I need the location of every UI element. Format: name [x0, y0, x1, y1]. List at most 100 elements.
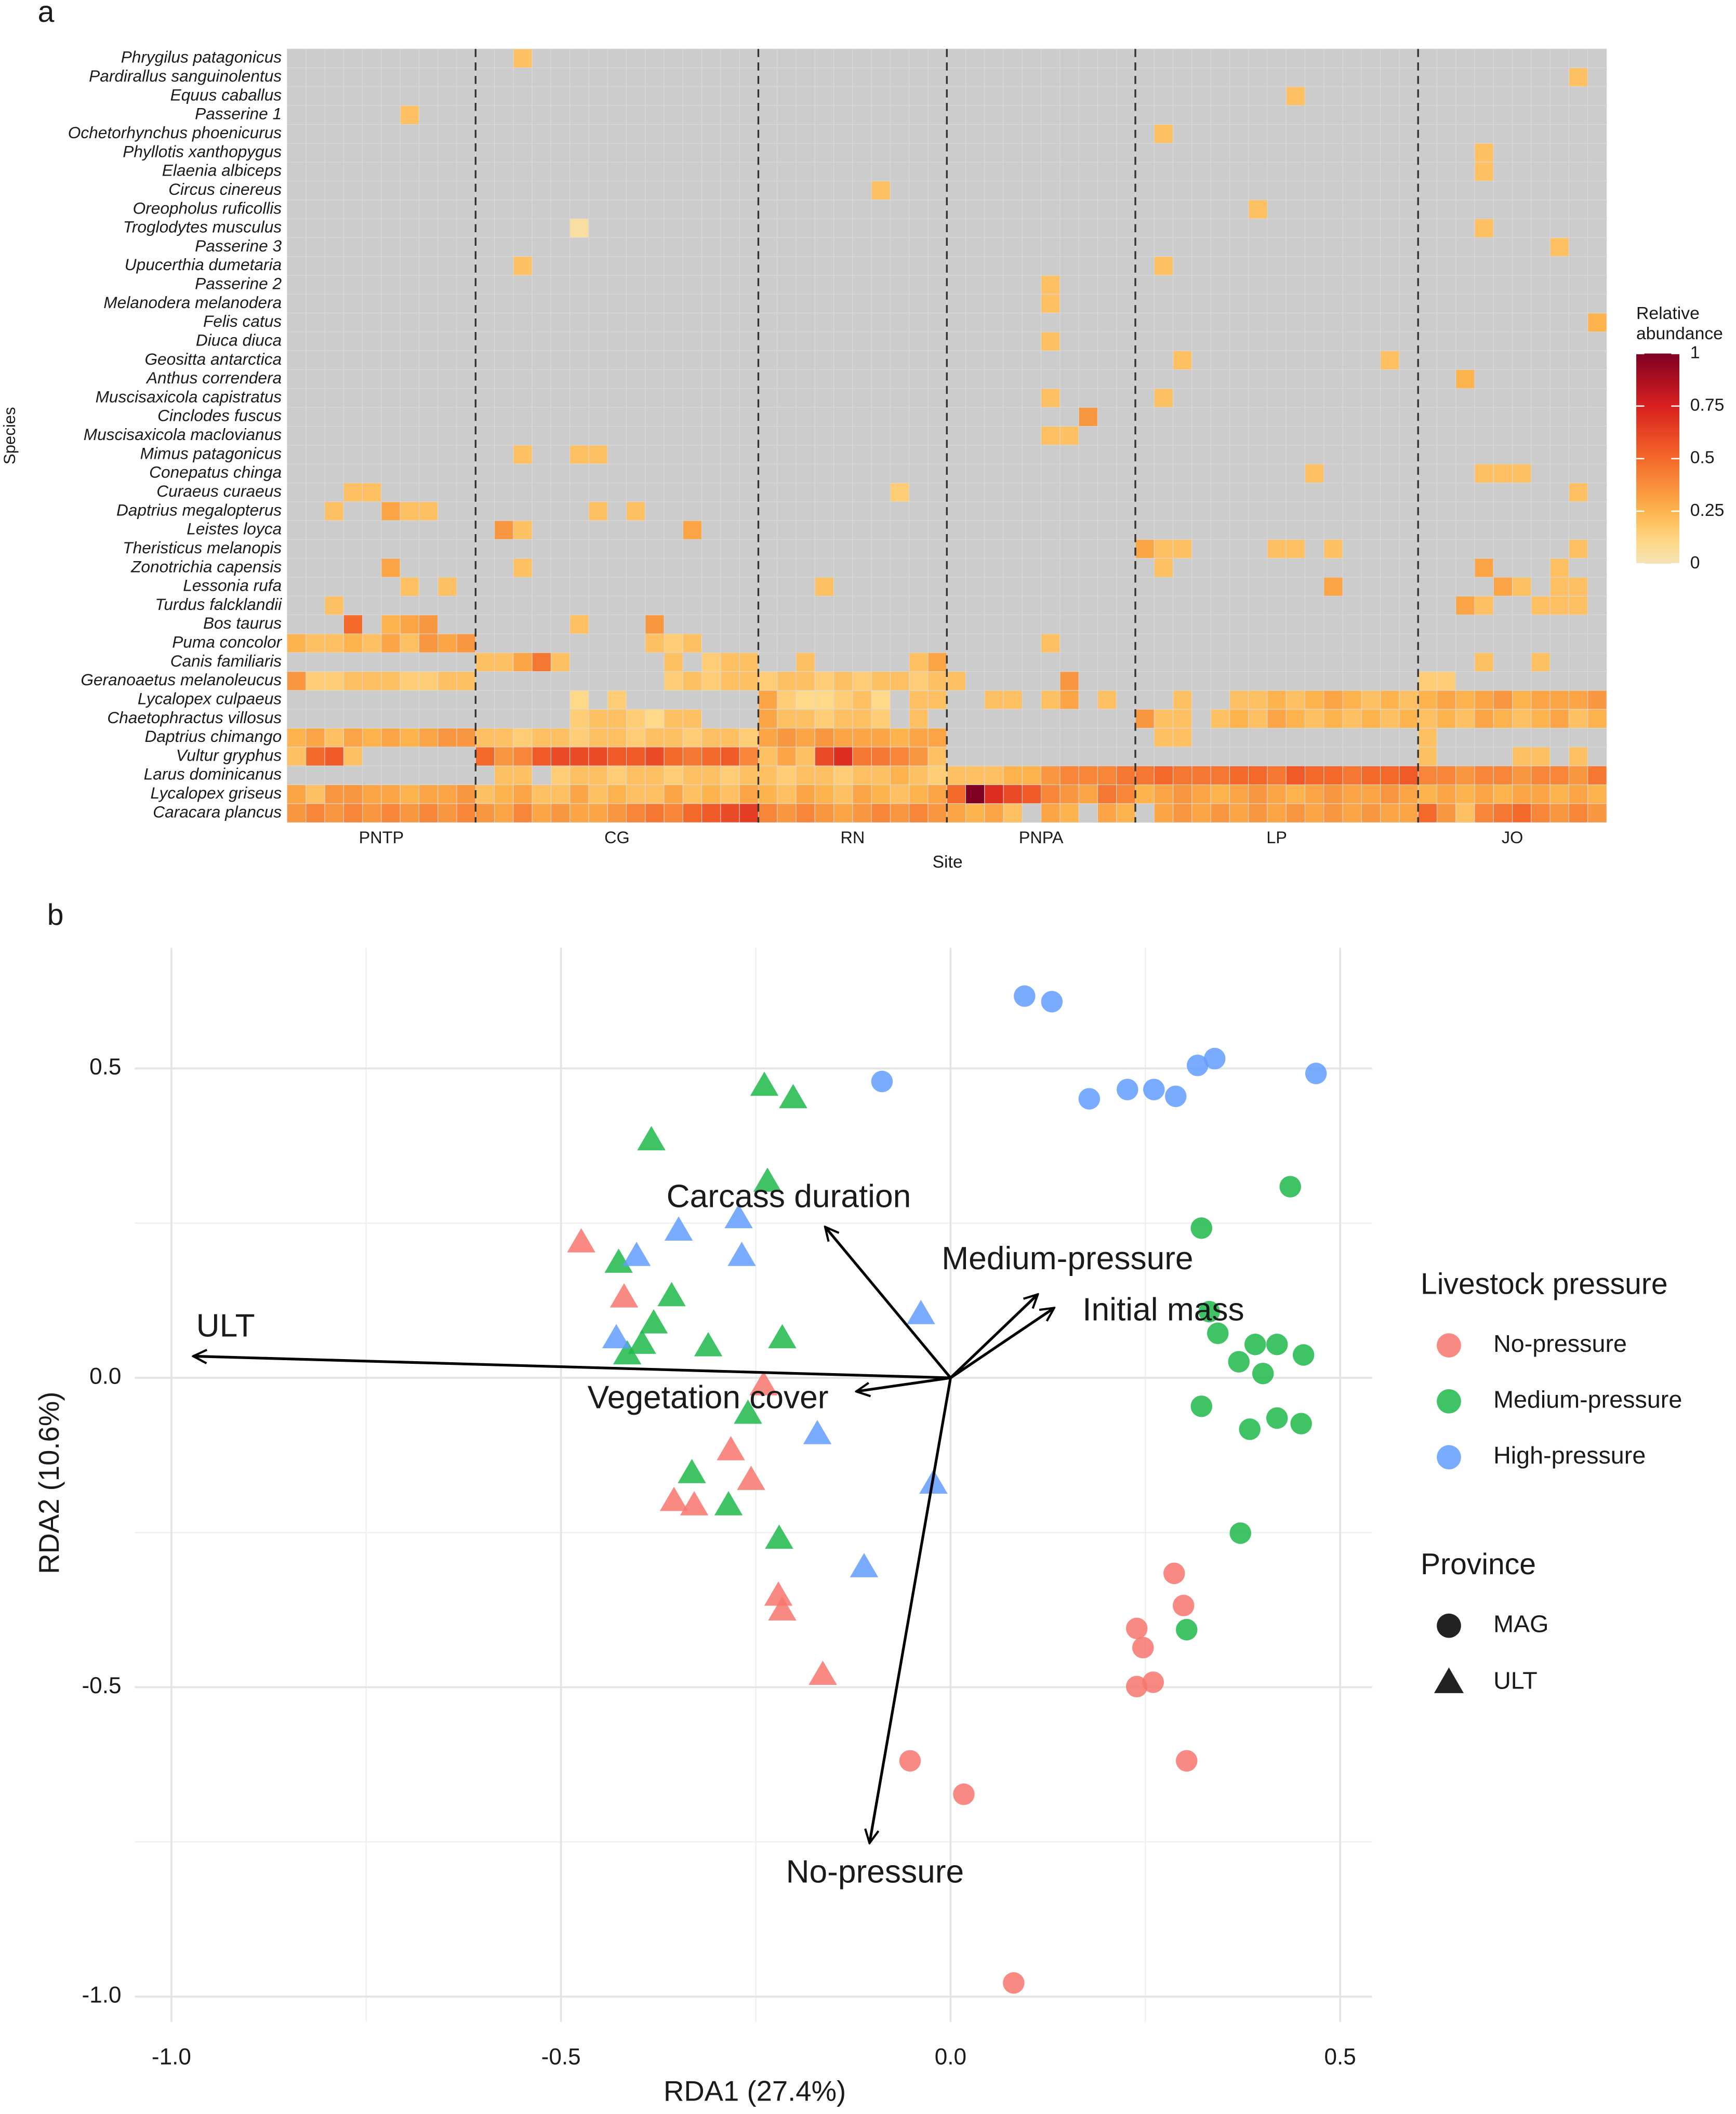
heatmap-cell	[286, 237, 307, 257]
heatmap-cell	[1097, 162, 1117, 181]
heatmap-cell	[550, 294, 571, 314]
heatmap-cell	[607, 558, 627, 578]
heatmap-cell	[1229, 463, 1249, 483]
heatmap-cell	[1587, 407, 1607, 427]
heatmap-cell	[1305, 747, 1324, 766]
heatmap-cell	[588, 48, 608, 69]
heatmap-cell	[1116, 652, 1136, 672]
heatmap-cell	[1512, 539, 1532, 559]
heatmap-cell	[1361, 86, 1381, 106]
heatmap-cell	[456, 407, 476, 427]
heatmap-cell	[1022, 747, 1042, 766]
heatmap-cell	[381, 803, 401, 823]
heatmap-cell	[1041, 747, 1061, 766]
heatmap-cell	[1210, 86, 1230, 106]
heatmap-cell	[1587, 558, 1607, 578]
heatmap-cell	[664, 482, 683, 502]
heatmap-cell	[1229, 690, 1249, 710]
heatmap-cell	[1210, 48, 1230, 69]
heatmap-cell	[1417, 218, 1437, 238]
heatmap-cell	[607, 577, 627, 596]
heatmap-cell	[1455, 124, 1475, 144]
heatmap-cell	[456, 124, 476, 144]
heatmap-cell	[871, 124, 891, 144]
heatmap-cell	[833, 633, 853, 653]
heatmap-cell	[607, 615, 627, 634]
heatmap-cell	[664, 690, 683, 710]
heatmap-cell	[1305, 539, 1324, 559]
heatmap-cell	[965, 652, 985, 672]
heatmap-cell	[324, 445, 344, 464]
heatmap-cell	[1210, 218, 1230, 238]
heatmap-cell	[909, 690, 929, 710]
heatmap-cell	[550, 501, 571, 521]
heatmap-cell	[1493, 482, 1513, 502]
heatmap-cell	[1097, 785, 1117, 804]
heatmap-cell	[927, 785, 947, 804]
point	[1003, 1972, 1025, 1994]
point	[602, 1324, 631, 1349]
heatmap-cell	[1305, 313, 1324, 333]
heatmap-cell	[1286, 785, 1306, 804]
heatmap-cell	[1078, 539, 1098, 559]
heatmap-cell	[946, 652, 966, 672]
heatmap-cell	[306, 633, 325, 653]
heatmap-cell	[1154, 671, 1174, 691]
heatmap-cell	[1549, 539, 1569, 559]
heatmap-cell	[286, 256, 307, 276]
heatmap-cell	[1474, 728, 1494, 748]
heatmap-cell	[758, 275, 778, 295]
heatmap-cell	[758, 350, 778, 370]
heatmap-cell	[664, 48, 683, 69]
heatmap-cell	[1568, 709, 1588, 729]
heatmap-cell	[1059, 765, 1079, 786]
heatmap-cell	[777, 275, 797, 295]
heatmap-cell	[796, 803, 815, 823]
heatmap-cell	[1305, 350, 1324, 370]
heatmap-cell	[1342, 652, 1362, 672]
point	[609, 1283, 639, 1308]
heatmap-cell	[927, 426, 947, 446]
heatmap-cell	[513, 539, 533, 559]
heatmap-cell	[1380, 803, 1400, 823]
heatmap-cell	[682, 445, 703, 464]
heatmap-cell	[494, 633, 514, 653]
heatmap-cell	[1286, 728, 1306, 748]
heatmap-cell	[1286, 426, 1306, 446]
heatmap-cell	[1097, 105, 1117, 125]
heatmap-cell	[909, 388, 929, 408]
heatmap-cell	[720, 162, 740, 181]
heatmap-cell	[1549, 275, 1569, 295]
heatmap-cell	[1286, 388, 1306, 408]
heatmap-cell	[1286, 595, 1306, 616]
heatmap-cell	[1003, 463, 1023, 483]
heatmap-cell	[1003, 765, 1023, 786]
heatmap-cell	[532, 539, 551, 559]
heatmap-cell	[833, 747, 853, 766]
heatmap-cell	[890, 105, 910, 125]
heatmap-cell	[1154, 162, 1174, 181]
heatmap-cell	[1323, 369, 1343, 389]
heatmap-cell	[1305, 218, 1324, 238]
heatmap-cell	[1286, 105, 1306, 125]
heatmap-cell	[1474, 313, 1494, 333]
heatmap-cell	[739, 615, 759, 634]
heatmap-cell	[1493, 294, 1513, 314]
heatmap-cell	[890, 671, 910, 691]
heatmap-cell	[1493, 162, 1513, 181]
heatmap-cell	[701, 652, 721, 672]
heatmap-cell	[1191, 275, 1211, 295]
heatmap-cell	[701, 256, 721, 276]
heatmap-cell	[438, 595, 457, 616]
heatmap-cell	[1022, 48, 1042, 69]
heatmap-cell	[306, 180, 325, 201]
heatmap-cell	[1587, 463, 1607, 483]
point	[1126, 1676, 1148, 1698]
heatmap-cell	[701, 463, 721, 483]
heatmap-cell	[701, 143, 721, 163]
heatmap-cell	[1512, 558, 1532, 578]
heatmap-cell	[796, 445, 815, 464]
heatmap-cell	[475, 331, 495, 351]
heatmap-cell	[494, 501, 514, 521]
